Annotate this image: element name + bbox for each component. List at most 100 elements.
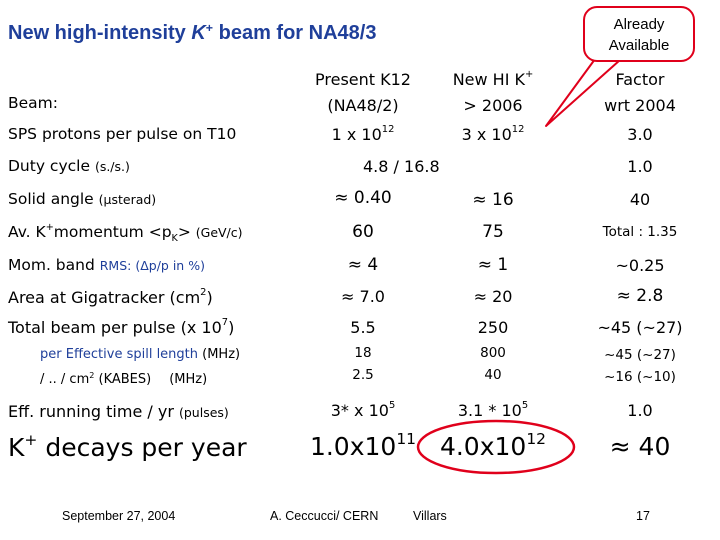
running-new-exp: 5 bbox=[521, 400, 529, 412]
row-area-factor: ≈ 2.8 bbox=[616, 286, 664, 306]
callout-pointer bbox=[545, 54, 621, 127]
row-running-present: 3* x 105 bbox=[330, 400, 396, 420]
area-label-text: Area at Gigatracker (cm bbox=[8, 288, 201, 307]
kabes-label-b: (KABES) bbox=[94, 372, 152, 387]
row-decays-present: 1.0x1011 bbox=[310, 430, 417, 461]
band-label-text: Mom. band bbox=[8, 256, 100, 274]
row-duty-label: Duty cycle (s./s.) bbox=[8, 157, 130, 175]
running-label-text: Eff. running time / yr bbox=[8, 402, 179, 421]
row-spill-new: 800 bbox=[480, 345, 506, 361]
row-momentum-factor: Total : 1.35 bbox=[602, 224, 678, 240]
row-running-factor: 1.0 bbox=[627, 401, 653, 420]
title-k-sup: + bbox=[205, 20, 214, 35]
row-protons-label: SPS protons per pulse on T10 bbox=[8, 125, 237, 143]
footer-date: September 27, 2004 bbox=[62, 509, 176, 523]
row-spill-present: 18 bbox=[354, 345, 372, 361]
running-new-value: 3.1 * 10 bbox=[457, 401, 522, 420]
row-running-label: Eff. running time / yr (pulses) bbox=[8, 402, 229, 421]
header-new-hi-text: New HI K bbox=[452, 70, 525, 89]
momentum-label-sub: K bbox=[171, 233, 178, 245]
row-momentum-new: 75 bbox=[482, 222, 504, 242]
momentum-label-c: > bbox=[177, 223, 196, 241]
momentum-label-unit: (GeV/c) bbox=[195, 225, 243, 240]
decays-label-b: decays per year bbox=[37, 433, 247, 462]
kabes-label-unit: (MHz) bbox=[169, 372, 208, 387]
header-na48-2: (NA48/2) bbox=[327, 96, 399, 115]
row-solid-label: Solid angle (µsterad) bbox=[8, 190, 156, 208]
row-total-label: Total beam per pulse (x 107) bbox=[8, 317, 235, 337]
row-kabes-label: / .. / cm2 (KABES) (MHz) bbox=[40, 371, 208, 387]
row-solid-present: ≈ 0.40 bbox=[334, 188, 392, 208]
row-total-new: 250 bbox=[477, 318, 509, 337]
row-solid-new: ≈ 16 bbox=[472, 190, 514, 210]
row-band-present: ≈ 4 bbox=[347, 255, 379, 275]
protons-new-exp: 12 bbox=[511, 124, 525, 136]
header-2006: > 2006 bbox=[463, 96, 523, 115]
duty-label-unit: (s./s.) bbox=[94, 159, 130, 174]
header-new-hi: New HI K+ bbox=[452, 69, 534, 89]
row-protons-new: 3 x 1012 bbox=[461, 124, 525, 144]
duty-label-text: Duty cycle bbox=[8, 157, 95, 175]
row-band-new: ≈ 1 bbox=[477, 255, 509, 275]
row-band-factor: ~0.25 bbox=[615, 256, 665, 275]
momentum-label-a: Av. K bbox=[8, 223, 46, 241]
callout-line2: Available bbox=[608, 37, 670, 54]
header-wrt-2004: wrt 2004 bbox=[604, 96, 676, 115]
protons-present-value: 1 x 10 bbox=[331, 125, 382, 144]
header-new-hi-sup: + bbox=[525, 69, 534, 81]
header-present-k12: Present K12 bbox=[315, 70, 411, 89]
row-solid-factor: 40 bbox=[629, 190, 651, 209]
title-k: K bbox=[191, 22, 206, 44]
protons-present-exp: 12 bbox=[381, 124, 395, 136]
row-kabes-new: 40 bbox=[484, 367, 502, 383]
footer-author: A. Ceccucci/ CERN bbox=[270, 509, 379, 523]
spill-label-unit: (MHz) bbox=[202, 347, 241, 362]
area-label-end: ) bbox=[206, 288, 213, 307]
total-label-sup: 7 bbox=[221, 317, 229, 329]
kabes-label-text: / .. / cm bbox=[40, 372, 90, 387]
title-text-pre: New high-intensity bbox=[8, 22, 192, 44]
row-spill-label: per Effective spill length (MHz) bbox=[40, 347, 240, 362]
total-label-end: ) bbox=[228, 318, 235, 337]
running-present-exp: 5 bbox=[388, 400, 396, 412]
decays-label-sup: + bbox=[24, 431, 38, 450]
decays-new-exp: 12 bbox=[526, 430, 547, 449]
running-present-value: 3* x 10 bbox=[330, 401, 389, 420]
row-decays-new: 4.0x1012 bbox=[439, 430, 547, 461]
row-total-present: 5.5 bbox=[350, 318, 376, 337]
spill-label-text: per Effective spill length bbox=[40, 347, 203, 362]
protons-new-value: 3 x 10 bbox=[461, 125, 512, 144]
footer-place: Villars bbox=[413, 509, 447, 523]
row-area-present: ≈ 7.0 bbox=[341, 287, 385, 306]
row-decays-label: K+ decays per year bbox=[8, 431, 247, 462]
footer-page-number: 17 bbox=[636, 509, 650, 523]
row-band-label: Mom. band RMS: (Δp/p in %) bbox=[8, 256, 205, 274]
band-label-unit: RMS: (Δp/p in %) bbox=[99, 258, 205, 273]
row-duty-factor: 1.0 bbox=[627, 157, 653, 176]
already-available-callout: Already Available bbox=[583, 6, 695, 62]
running-label-unit: (pulses) bbox=[178, 405, 229, 420]
callout-joint bbox=[598, 52, 622, 60]
row-duty-value: 4.8 / 16.8 bbox=[363, 157, 440, 176]
row-momentum-label: Av. K+momentum <pK> (GeV/c) bbox=[8, 222, 243, 245]
momentum-label-b: momentum <p bbox=[53, 223, 172, 241]
row-protons-present: 1 x 1012 bbox=[331, 124, 395, 144]
decays-new-value: 4.0x10 bbox=[439, 432, 527, 461]
row-spill-factor: ~45 (~27) bbox=[604, 347, 676, 363]
decays-present-exp: 11 bbox=[396, 430, 417, 449]
kabes-label-sup: 2 bbox=[89, 371, 95, 381]
row-kabes-present: 2.5 bbox=[352, 367, 374, 383]
decays-label-a: K bbox=[8, 433, 25, 462]
slide-title: New high-intensity K+ beam for NA48/3 bbox=[8, 20, 377, 45]
solid-label-unit: (µsterad) bbox=[98, 192, 157, 207]
momentum-label-sup: + bbox=[45, 222, 54, 234]
row-kabes-factor: ~16 (~10) bbox=[604, 369, 676, 385]
area-label-sup: 2 bbox=[200, 287, 207, 299]
row-momentum-present: 60 bbox=[352, 222, 374, 242]
total-label-text: Total beam per pulse (x 10 bbox=[8, 318, 222, 337]
highlight-ellipse bbox=[416, 419, 576, 475]
row-area-new: ≈ 20 bbox=[473, 287, 513, 306]
solid-label-text: Solid angle bbox=[8, 190, 99, 208]
title-text-post: beam for NA48/3 bbox=[213, 22, 377, 44]
header-factor: Factor bbox=[615, 70, 665, 89]
